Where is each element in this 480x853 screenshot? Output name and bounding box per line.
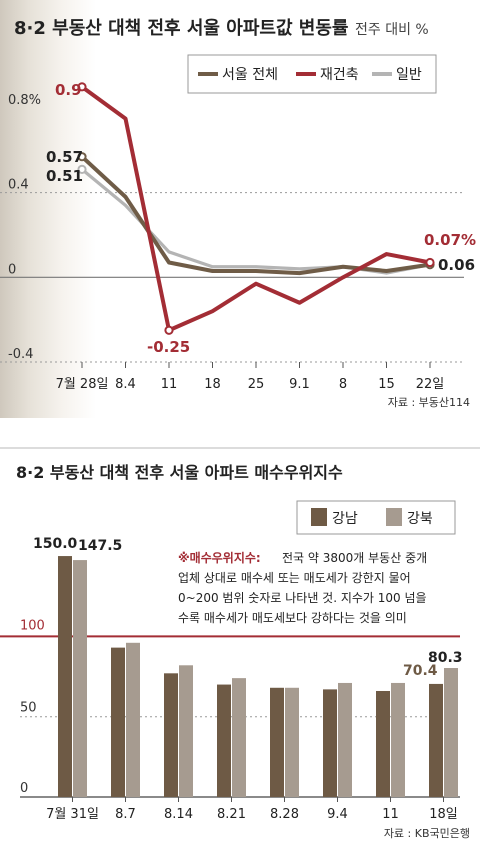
bar-x-tick-label: 8.7 bbox=[115, 807, 136, 822]
bar-chart-bars bbox=[58, 556, 458, 797]
series-point-2-0 bbox=[77, 164, 87, 174]
line-chart-title: 8·2 부동산 대책 전후 서울 아파트값 변동률 bbox=[14, 18, 348, 39]
bar-x-tick-label: 11 bbox=[382, 807, 399, 822]
bar-chart-legend: 강남 강북 bbox=[296, 500, 456, 535]
series-point-1-min bbox=[164, 325, 174, 335]
bar-chart-source: 자료 : KB국민은행 bbox=[384, 827, 470, 840]
annotation-reconstruction-start: 0.9 bbox=[55, 81, 82, 99]
bar-chart-note: ※매수우위지수: 전국 약 3800개 부동산 중개 업체 상대로 매수세 또는… bbox=[176, 545, 462, 629]
series-line-0 bbox=[80, 155, 431, 276]
bar-gangbuk-0 bbox=[73, 560, 87, 797]
bar-gangnam-1 bbox=[111, 647, 125, 797]
note-line-2: 업체 상대로 매수세 또는 매도세가 강한지 물어 bbox=[178, 571, 411, 585]
bar-x-tick-label: 8.21 bbox=[217, 807, 246, 822]
series-point-1-8 bbox=[425, 257, 435, 268]
bar-gangnam-3 bbox=[217, 684, 231, 797]
line-x-tick-label: 18 bbox=[204, 377, 221, 392]
note-background bbox=[176, 545, 462, 629]
bar-gangnam-4 bbox=[270, 687, 284, 797]
bar-x-tick-label: 7월 31일 bbox=[46, 807, 99, 822]
line-chart-y-ticks: 0.8% 0.4 0 -0.4 bbox=[8, 93, 41, 362]
annotation-seoul-end: 0.06 bbox=[438, 256, 475, 274]
line-x-tick-label: 7월 28일 bbox=[56, 377, 109, 392]
series-line-1 bbox=[80, 85, 431, 333]
line-x-tick-label: 25 bbox=[248, 377, 265, 392]
note-line-4: 수록 매수세가 매도세보다 강하다는 것을 의미 bbox=[178, 611, 407, 625]
line-y-tick-label: 0 bbox=[8, 262, 16, 277]
bar-label-gangnam-first: 150.0 bbox=[33, 536, 78, 552]
line-chart-series bbox=[77, 82, 435, 335]
bar-gangnam-5 bbox=[323, 689, 337, 797]
bar-chart-x-ticks: 7월 31일 8.7 8.14 8.21 8.28 9.4 11 18일 bbox=[46, 797, 458, 822]
line-chart-legend: 서울 전체 재건축 일반 bbox=[187, 54, 437, 94]
bar-gangnam-6 bbox=[376, 690, 390, 797]
bar-y-tick-label: 100 bbox=[20, 618, 45, 633]
bar-gangnam-2 bbox=[164, 673, 178, 797]
note-line-3: 0~200 범위 숫자로 나타낸 것. 지수가 100 넘을 bbox=[178, 591, 427, 605]
annotation-seoul-start: 0.57 bbox=[46, 148, 83, 166]
bar-gangbuk-6 bbox=[391, 682, 405, 797]
legend-label-reconstruction: 재건축 bbox=[320, 67, 359, 83]
bar-label-gangnam-last: 70.4 bbox=[403, 663, 438, 679]
bar-chart-y-ticks: 100 50 0 bbox=[20, 618, 45, 796]
annotation-reconstruction-low: -0.25 bbox=[147, 338, 190, 356]
bar-y-tick-label: 50 bbox=[20, 701, 37, 716]
line-chart-source: 자료 : 부동산114 bbox=[388, 396, 470, 409]
series-point-0-0 bbox=[77, 152, 87, 162]
line-x-tick-label: 9.1 bbox=[289, 377, 310, 392]
bar-gangnam-0 bbox=[58, 556, 72, 797]
line-chart-x-ticks: 7월 28일 8.4 11 18 25 9.1 8 15 22일 bbox=[56, 362, 445, 392]
bar-y-tick-label: 0 bbox=[20, 781, 28, 796]
line-x-tick-label: 8.4 bbox=[115, 377, 136, 392]
line-x-tick-label: 22일 bbox=[416, 377, 445, 392]
bar-gangbuk-3 bbox=[232, 678, 246, 797]
line-chart-annotations: 0.9 0.57 0.51 -0.25 0.07% 0.06 bbox=[46, 81, 476, 356]
bar-x-tick-label: 8.28 bbox=[270, 807, 299, 822]
bar-x-tick-label: 8.14 bbox=[164, 807, 193, 822]
bar-x-tick-label: 9.4 bbox=[327, 807, 348, 822]
bar-chart-title: 8·2 부동산 대책 전후 서울 아파트 매수우위지수 bbox=[16, 463, 343, 482]
line-y-tick-label: -0.4 bbox=[8, 347, 33, 362]
bar-value-labels: 150.0 147.5 70.4 80.3 bbox=[33, 536, 463, 679]
legend-label-gangbuk: 강북 bbox=[407, 511, 433, 527]
note-title: ※매수우위지수: bbox=[178, 550, 261, 565]
bar-gangbuk-1 bbox=[126, 642, 140, 797]
line-x-tick-label: 8 bbox=[339, 377, 347, 392]
series-point-1-0 bbox=[77, 82, 87, 92]
bar-gangnam-7 bbox=[429, 683, 443, 797]
note-line-1: 전국 약 3800개 부동산 중개 bbox=[282, 550, 427, 565]
bar-gangbuk-4 bbox=[285, 687, 299, 797]
legend-swatch-gangnam bbox=[311, 508, 327, 526]
legend-label-general: 일반 bbox=[396, 67, 422, 83]
annotation-general-start: 0.51 bbox=[46, 167, 83, 185]
bar-gangbuk-2 bbox=[179, 665, 193, 797]
bar-gangbuk-7 bbox=[444, 668, 458, 797]
line-y-tick-label: 0.8% bbox=[8, 93, 41, 108]
bar-gangbuk-5 bbox=[338, 682, 352, 797]
bar-label-gangbuk-first: 147.5 bbox=[78, 538, 122, 554]
bar-label-gangbuk-last: 80.3 bbox=[428, 650, 463, 666]
line-y-tick-label: 0.4 bbox=[8, 178, 29, 193]
legend-label-seoul: 서울 전체 bbox=[222, 67, 278, 83]
line-x-tick-label: 15 bbox=[378, 377, 395, 392]
line-x-tick-label: 11 bbox=[161, 377, 178, 392]
bar-x-tick-label: 18일 bbox=[429, 807, 458, 822]
line-chart-subtitle: 전주 대비 % bbox=[355, 22, 429, 38]
legend-swatch-gangbuk bbox=[386, 508, 402, 526]
legend-label-gangnam: 강남 bbox=[332, 511, 358, 527]
annotation-reconstruction-end: 0.07% bbox=[424, 231, 476, 249]
